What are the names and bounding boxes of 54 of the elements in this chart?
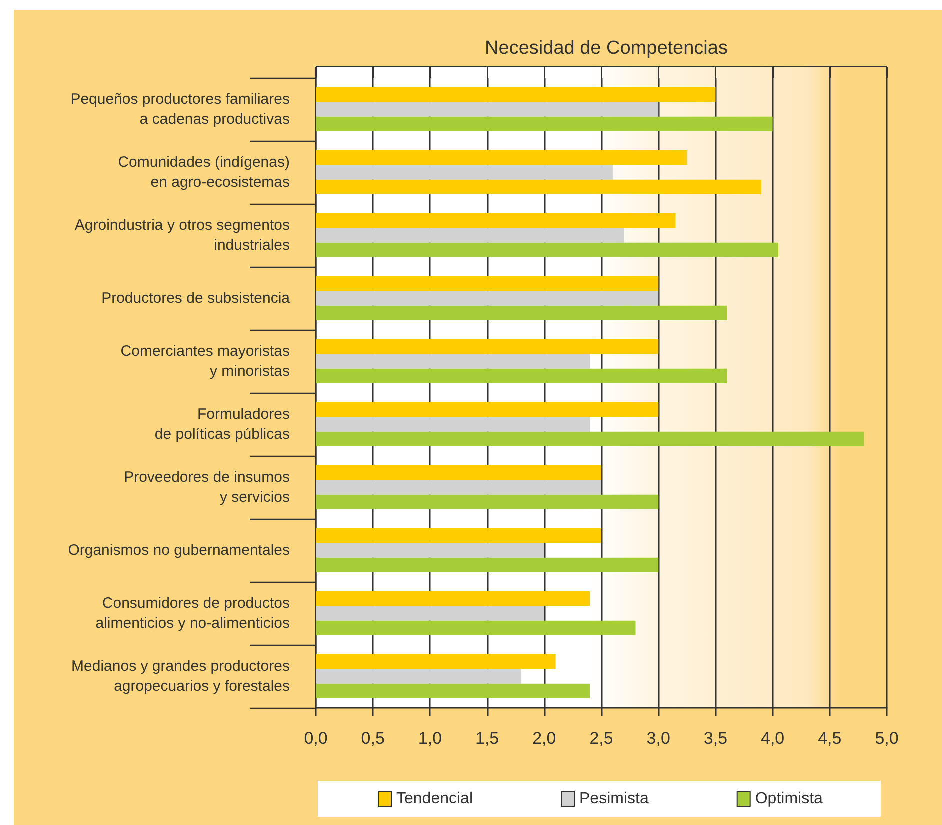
bar bbox=[316, 228, 624, 243]
x-tick-label: 1,0 bbox=[418, 729, 442, 748]
y-tick-label: Productores de subsistencia bbox=[102, 290, 291, 307]
bar bbox=[316, 213, 676, 228]
y-tick-label: Comunidades (indígenas) en agro-ecosistemas bbox=[118, 154, 290, 191]
bar bbox=[316, 528, 602, 544]
bar bbox=[316, 558, 659, 573]
bar bbox=[316, 620, 636, 636]
bar bbox=[316, 102, 659, 117]
legend-label: Pesimista bbox=[580, 790, 649, 808]
bar bbox=[316, 116, 773, 132]
bar bbox=[316, 432, 864, 447]
bar bbox=[316, 242, 779, 258]
bar bbox=[316, 606, 544, 621]
bar bbox=[316, 684, 590, 699]
bar bbox=[316, 402, 659, 418]
x-tick-label: 5,0 bbox=[875, 729, 899, 748]
y-tick-label: Formuladores de políticas públicas bbox=[154, 406, 290, 443]
bar bbox=[316, 354, 590, 369]
x-tick-label: 4,0 bbox=[760, 729, 785, 748]
bar bbox=[316, 480, 602, 495]
x-tick-label: 0,0 bbox=[304, 729, 328, 748]
bar bbox=[316, 654, 556, 670]
bar bbox=[316, 291, 659, 306]
y-tick-label: Organismos no gubernamentales bbox=[68, 542, 290, 559]
y-tick-label: Agroindustria y otros segmentos industriales bbox=[74, 217, 290, 254]
y-tick-label: Comerciantes mayoristas y minoristas bbox=[120, 343, 290, 380]
bar bbox=[316, 465, 602, 480]
bar bbox=[316, 87, 716, 102]
bar bbox=[316, 368, 728, 384]
bar bbox=[316, 150, 688, 166]
y-tick-label: Proveedores de insumos y servicios bbox=[124, 469, 290, 506]
legend-label: Tendencial bbox=[396, 790, 473, 808]
x-tick-label: 3,0 bbox=[646, 729, 670, 748]
x-tick-label: 2,5 bbox=[590, 729, 614, 748]
y-tick-label: Consumidores de productos alimenticios y no-alimenticios bbox=[96, 595, 290, 632]
y-tick-label: Medianos y grandes productores agropecuarios y forestales bbox=[72, 658, 290, 695]
bar bbox=[316, 306, 728, 321]
bar bbox=[316, 591, 590, 606]
x-tick-label: 4,5 bbox=[818, 729, 842, 748]
x-tick-label: 0,5 bbox=[361, 729, 385, 748]
chart-title: Necesidad de Competencias bbox=[485, 38, 728, 59]
bar bbox=[316, 165, 613, 180]
bar bbox=[316, 417, 590, 432]
x-tick-label: 3,5 bbox=[704, 729, 728, 748]
bar bbox=[316, 669, 522, 684]
bar bbox=[316, 339, 659, 354]
bar bbox=[316, 276, 659, 292]
legend-label: Optimista bbox=[755, 790, 824, 808]
x-tick-label: 1,5 bbox=[475, 729, 500, 748]
y-tick-label: Pequeños productores familiares a cadenas productivas bbox=[70, 91, 290, 128]
bar bbox=[316, 543, 544, 558]
x-tick-label: 2,0 bbox=[532, 729, 556, 748]
bar bbox=[316, 494, 659, 510]
